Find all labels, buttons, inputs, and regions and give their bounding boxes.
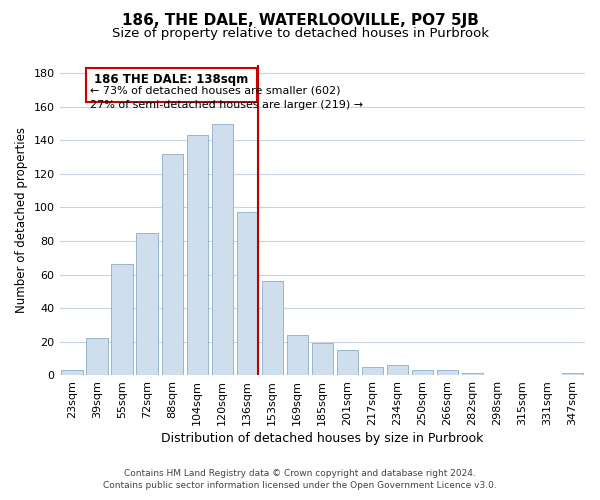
Bar <box>212 124 233 375</box>
Bar <box>86 338 108 375</box>
Bar <box>562 374 583 375</box>
Bar <box>287 335 308 375</box>
Text: Size of property relative to detached houses in Purbrook: Size of property relative to detached ho… <box>112 28 488 40</box>
Y-axis label: Number of detached properties: Number of detached properties <box>15 127 28 313</box>
Bar <box>362 366 383 375</box>
Bar <box>187 136 208 375</box>
Bar <box>311 343 333 375</box>
Bar <box>337 350 358 375</box>
Text: 27% of semi-detached houses are larger (219) →: 27% of semi-detached houses are larger (… <box>89 100 362 110</box>
Bar <box>462 374 483 375</box>
Bar <box>437 370 458 375</box>
Bar <box>412 370 433 375</box>
Bar <box>161 154 183 375</box>
Text: 186 THE DALE: 138sqm: 186 THE DALE: 138sqm <box>94 74 248 86</box>
Bar <box>61 370 83 375</box>
Bar <box>387 365 408 375</box>
Bar <box>136 232 158 375</box>
Text: 186, THE DALE, WATERLOOVILLE, PO7 5JB: 186, THE DALE, WATERLOOVILLE, PO7 5JB <box>122 12 478 28</box>
Bar <box>262 281 283 375</box>
FancyBboxPatch shape <box>86 68 257 102</box>
Bar <box>112 264 133 375</box>
X-axis label: Distribution of detached houses by size in Purbrook: Distribution of detached houses by size … <box>161 432 484 445</box>
Text: ← 73% of detached houses are smaller (602): ← 73% of detached houses are smaller (60… <box>89 86 340 96</box>
Text: Contains HM Land Registry data © Crown copyright and database right 2024.
Contai: Contains HM Land Registry data © Crown c… <box>103 468 497 490</box>
Bar <box>236 212 258 375</box>
